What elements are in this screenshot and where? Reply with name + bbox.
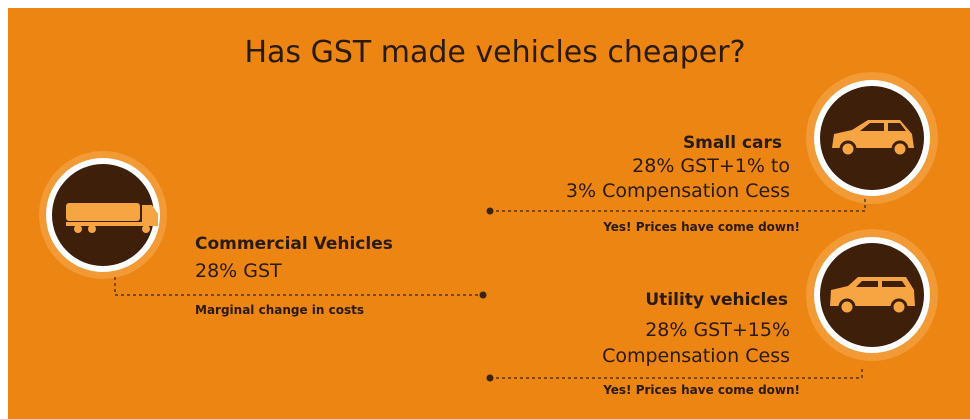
item-note: Yes! Prices have come down! — [602, 383, 800, 397]
connector-dot — [486, 374, 494, 382]
item-name: Small cars — [683, 133, 782, 153]
item-rate: 28% GST — [195, 260, 282, 282]
connector-dot — [479, 291, 487, 299]
title: Has GST made vehicles cheaper? — [244, 35, 745, 70]
commercial-icon — [39, 151, 167, 279]
connector-dot — [486, 207, 494, 215]
item-rate: Compensation Cess — [602, 345, 790, 367]
item-name: Utility vehicles — [645, 290, 788, 310]
item-note: Yes! Prices have come down! — [602, 220, 800, 234]
small-cars-icon — [806, 72, 938, 204]
item-name: Commercial Vehicles — [195, 234, 393, 254]
item-note: Marginal change in costs — [195, 303, 364, 317]
item-rate: 28% GST+1% to — [632, 155, 790, 177]
connector — [490, 366, 863, 379]
connector — [490, 196, 866, 212]
item-rate: 28% GST+15% — [645, 319, 790, 341]
connector — [114, 277, 483, 296]
item-rate: 3% Compensation Cess — [566, 180, 790, 202]
utility-icon — [806, 229, 938, 361]
